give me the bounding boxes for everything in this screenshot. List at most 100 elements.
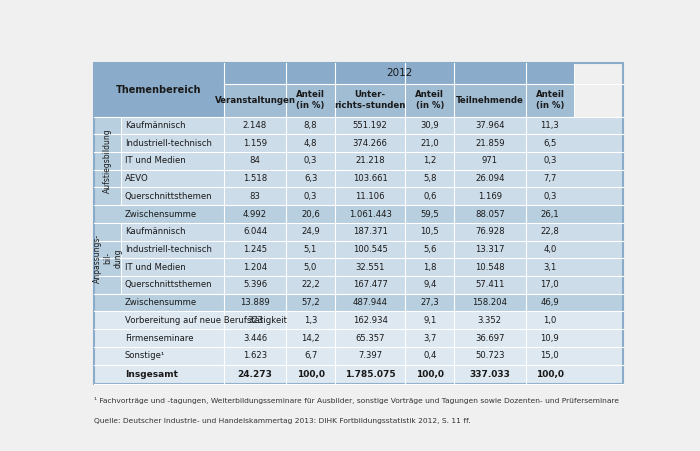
Text: 5,8: 5,8 [423,174,437,183]
Bar [94,312,624,329]
Text: 103.661: 103.661 [353,174,388,183]
Text: 1.518: 1.518 [243,174,267,183]
Text: 167.477: 167.477 [353,281,388,290]
Bar [335,83,405,117]
Text: 21,0: 21,0 [420,139,439,147]
Text: 187.371: 187.371 [353,227,388,236]
Text: 323: 323 [247,316,263,325]
Text: 1,8: 1,8 [423,262,437,272]
Text: Insgesamt: Insgesamt [125,370,178,379]
Text: 24.273: 24.273 [237,370,272,379]
Text: Industriell-technisch: Industriell-technisch [125,245,211,254]
Text: 76.928: 76.928 [475,227,505,236]
Text: IT und Medien: IT und Medien [125,262,186,272]
Text: 6.044: 6.044 [243,227,267,236]
Text: 32.551: 32.551 [356,262,385,272]
Bar [94,364,624,384]
Text: Vorbereitung auf neue Berufstätigkeit: Vorbereitung auf neue Berufstätigkeit [125,316,287,325]
Bar [94,223,624,240]
Text: 0,3: 0,3 [543,156,556,166]
Text: 36.697: 36.697 [475,333,505,342]
Text: Unter-
richts-stunden: Unter- richts-stunden [335,91,406,110]
Text: 0,4: 0,4 [423,351,436,360]
Text: 971: 971 [482,156,498,166]
Text: 100,0: 100,0 [297,370,325,379]
Text: 65.357: 65.357 [356,333,385,342]
Text: 337.033: 337.033 [470,370,510,379]
Text: 7.397: 7.397 [358,351,382,360]
Text: 4,0: 4,0 [543,245,556,254]
Text: 0,3: 0,3 [304,192,317,201]
Text: 57.411: 57.411 [475,281,505,290]
Bar [94,223,121,294]
Text: 83: 83 [249,192,260,201]
Text: 100,0: 100,0 [416,370,444,379]
Text: Veranstaltungen: Veranstaltungen [214,96,295,105]
Bar [224,83,286,117]
Text: Sonstige¹: Sonstige¹ [125,351,165,360]
Text: 21.218: 21.218 [356,156,385,166]
Text: 158.204: 158.204 [473,298,508,307]
Text: 3.446: 3.446 [243,333,267,342]
Text: Anteil
(in %): Anteil (in %) [536,91,564,110]
Text: 11,3: 11,3 [540,121,559,130]
Text: 10,5: 10,5 [420,227,439,236]
Text: 3.352: 3.352 [477,316,502,325]
Text: 88.057: 88.057 [475,210,505,219]
Text: Firmenseminare: Firmenseminare [125,333,193,342]
Text: 5,6: 5,6 [423,245,436,254]
Text: 1.204: 1.204 [243,262,267,272]
Text: 22,2: 22,2 [301,281,320,290]
Text: 84: 84 [249,156,260,166]
Text: 9,1: 9,1 [423,316,436,325]
Bar [94,170,624,188]
Text: 487.944: 487.944 [353,298,388,307]
Text: 6,3: 6,3 [304,174,317,183]
Text: 46,9: 46,9 [540,298,559,307]
Text: Kaufmännisch: Kaufmännisch [125,121,186,130]
Text: 27,3: 27,3 [420,298,439,307]
Text: Anteil
(in %): Anteil (in %) [296,91,325,110]
Text: IT und Medien: IT und Medien [125,156,186,166]
Text: 50.723: 50.723 [475,351,505,360]
Text: 1.623: 1.623 [243,351,267,360]
Text: 5,1: 5,1 [304,245,317,254]
Text: 1,3: 1,3 [304,316,317,325]
Text: Aufstiegsbildung: Aufstiegsbildung [103,129,112,193]
Bar [405,83,454,117]
Text: 13.317: 13.317 [475,245,505,254]
Text: 20,6: 20,6 [301,210,320,219]
Text: Quelle: Deutscher Industrie- und Handelskammertag 2013: DIHK Fortbildungsstatist: Quelle: Deutscher Industrie- und Handels… [94,418,470,424]
Text: 1.061.443: 1.061.443 [349,210,391,219]
Text: Industriell-technisch: Industriell-technisch [125,139,211,147]
Text: 1.159: 1.159 [243,139,267,147]
Text: 13.889: 13.889 [240,298,270,307]
Bar [94,205,624,223]
Text: 10.548: 10.548 [475,262,505,272]
Bar [94,152,624,170]
Text: 21.859: 21.859 [475,139,505,147]
Text: 7,7: 7,7 [543,174,556,183]
Text: Anpassungs-
bil-
dung: Anpassungs- bil- dung [92,234,122,283]
Text: 0,3: 0,3 [543,192,556,201]
Text: 4.992: 4.992 [243,210,267,219]
Text: 17,0: 17,0 [540,281,559,290]
Bar [94,329,624,347]
Text: 4,8: 4,8 [304,139,317,147]
Text: 374.266: 374.266 [353,139,388,147]
Bar [94,63,224,117]
Text: 59,5: 59,5 [420,210,439,219]
Text: 0,3: 0,3 [304,156,317,166]
Text: 100.545: 100.545 [353,245,388,254]
Text: 5.396: 5.396 [243,281,267,290]
Text: 1.169: 1.169 [477,192,502,201]
Text: Themenbereich: Themenbereich [116,85,202,95]
Text: 1,0: 1,0 [543,316,556,325]
Text: 57,2: 57,2 [301,298,320,307]
Text: 0,6: 0,6 [423,192,436,201]
Text: 162.934: 162.934 [353,316,388,325]
Bar [454,83,526,117]
Text: AEVO: AEVO [125,174,148,183]
Bar [94,276,624,294]
Text: 9,4: 9,4 [423,281,436,290]
